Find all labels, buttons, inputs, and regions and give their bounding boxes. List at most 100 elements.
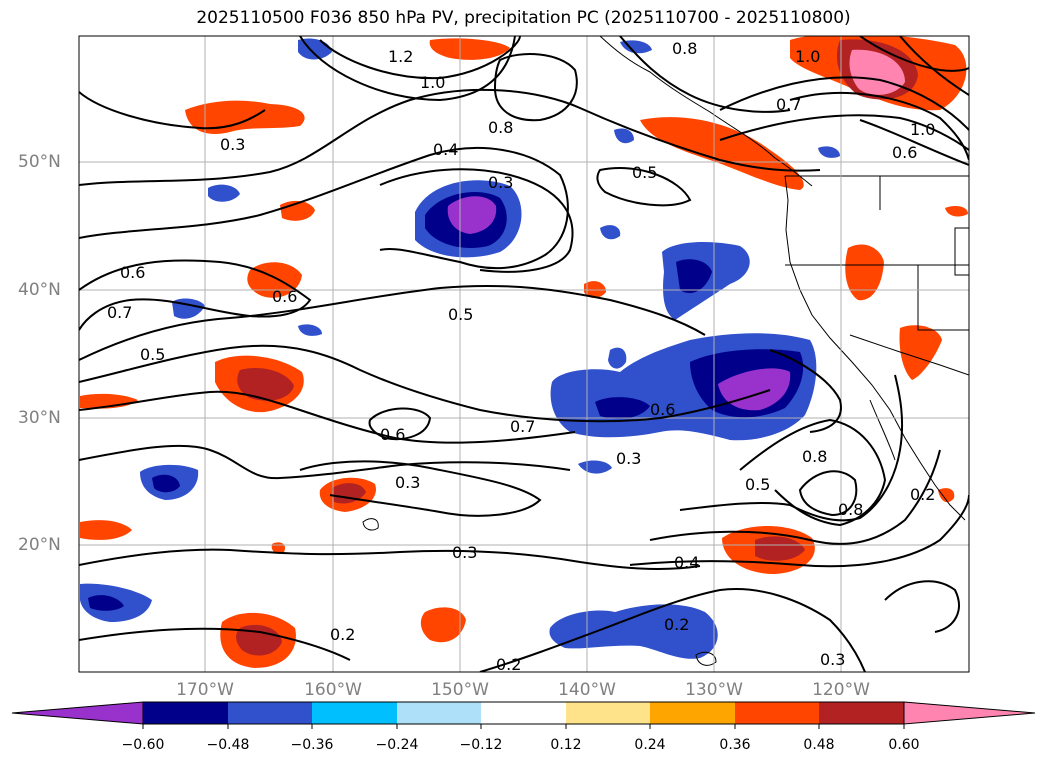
contour-label: 0.2 bbox=[910, 485, 935, 504]
contour-label: 0.5 bbox=[745, 475, 770, 494]
contour-label: 0.6 bbox=[272, 287, 297, 306]
precip-area bbox=[88, 595, 124, 611]
pv-contour bbox=[319, 36, 521, 80]
pv-contour bbox=[859, 36, 969, 72]
precip-area bbox=[676, 259, 712, 294]
pv-contour bbox=[79, 444, 571, 480]
precip-area bbox=[899, 325, 942, 380]
pv-contour bbox=[719, 114, 969, 151]
pv-contour bbox=[79, 91, 266, 130]
border-line bbox=[917, 265, 969, 331]
precip-area bbox=[80, 520, 132, 540]
pv-contour bbox=[739, 418, 887, 527]
pv-contour bbox=[769, 349, 842, 433]
contour-label: 0.6 bbox=[380, 425, 405, 444]
precip-area bbox=[429, 38, 510, 60]
contour-label: 0.4 bbox=[433, 140, 458, 159]
pv-contour bbox=[798, 470, 858, 517]
pv-contour bbox=[596, 167, 692, 207]
colorbar bbox=[11, 701, 1036, 729]
contour-label: 0.3 bbox=[616, 449, 641, 468]
colorbar-frame bbox=[142, 701, 905, 725]
precip-area bbox=[620, 40, 652, 54]
contour-label: 1.0 bbox=[910, 120, 935, 139]
lon-label: 170°W bbox=[176, 680, 234, 700]
colorbar-tick-label: −0.48 bbox=[206, 737, 250, 753]
contour-label: 0.6 bbox=[650, 400, 675, 419]
precip-area bbox=[614, 128, 634, 144]
pv-contour bbox=[679, 374, 904, 522]
contour-labels: 0.3 0.4 0.5 0.6 0.7 0.8 1.0 1.2 0.2 0.3 … bbox=[107, 39, 935, 674]
pv-contour bbox=[719, 76, 969, 131]
contour-label: 0.7 bbox=[776, 95, 801, 114]
contour-label: 0.3 bbox=[220, 135, 245, 154]
lat-label: 30°N bbox=[18, 408, 61, 428]
contour-label: 0.5 bbox=[140, 345, 165, 364]
pv-contour bbox=[79, 548, 701, 570]
coastline bbox=[599, 36, 813, 187]
contour-label: 0.2 bbox=[330, 625, 355, 644]
pv-contour bbox=[299, 36, 516, 102]
precip-area bbox=[152, 474, 180, 493]
pv-contour bbox=[789, 91, 969, 161]
contour-label: 1.0 bbox=[795, 47, 820, 66]
contour-label: 0.3 bbox=[395, 473, 420, 492]
colorbar-extend-high bbox=[903, 701, 1036, 725]
pv-contour bbox=[479, 588, 866, 672]
island bbox=[695, 651, 717, 666]
lon-label: 140°W bbox=[558, 680, 616, 700]
contour-label: 0.2 bbox=[664, 615, 689, 634]
contour-label: 0.3 bbox=[488, 173, 513, 192]
contour-label: 0.8 bbox=[672, 39, 697, 58]
pv-contour bbox=[619, 36, 791, 113]
precip-area bbox=[185, 100, 305, 134]
colorbar-tick-label: −0.12 bbox=[459, 737, 503, 753]
pv-contour bbox=[79, 146, 569, 270]
pv-contour bbox=[649, 449, 941, 545]
pv-contour bbox=[79, 390, 576, 444]
colorbar-tick-label: −0.60 bbox=[121, 737, 165, 753]
lat-label: 20°N bbox=[18, 535, 61, 555]
colorbar-segment bbox=[650, 702, 735, 724]
colorbar-extend-low bbox=[11, 701, 144, 725]
precip-area bbox=[755, 536, 805, 561]
colorbar-segment bbox=[143, 702, 228, 724]
precip-area bbox=[420, 607, 466, 643]
pv-contour bbox=[79, 88, 821, 186]
contour-label: 0.3 bbox=[820, 650, 845, 669]
colorbar-tick-label: 0.48 bbox=[803, 737, 835, 753]
colorbar-tick-label: −0.36 bbox=[290, 737, 334, 753]
lon-label: 130°W bbox=[685, 680, 743, 700]
colorbar-tick-label: 0.12 bbox=[550, 737, 582, 753]
colorbar-tick-label: 0.24 bbox=[634, 737, 666, 753]
precip-area bbox=[236, 624, 282, 656]
contour-label: 0.6 bbox=[120, 263, 145, 282]
contour-label: 0.4 bbox=[674, 553, 699, 572]
pv-contour bbox=[368, 407, 432, 440]
lon-label: 150°W bbox=[431, 680, 489, 700]
lon-label: 160°W bbox=[304, 680, 362, 700]
pv-contour bbox=[629, 494, 969, 568]
colorbar-tick-label: 0.60 bbox=[888, 737, 920, 753]
colorbar-segment bbox=[228, 702, 312, 724]
pv-contours bbox=[79, 36, 969, 672]
precip-area bbox=[549, 604, 718, 659]
contour-label: 0.7 bbox=[510, 417, 535, 436]
lat-label: 50°N bbox=[18, 152, 61, 172]
precip-area bbox=[600, 225, 621, 240]
precip-area bbox=[595, 397, 650, 419]
contour-label: 0.2 bbox=[496, 655, 521, 674]
colorbar-segment bbox=[397, 702, 481, 724]
contour-label: 0.5 bbox=[448, 305, 473, 324]
precip-positive-areas bbox=[80, 36, 968, 668]
colorbar-segment bbox=[481, 702, 566, 724]
island bbox=[362, 518, 379, 531]
precip-area bbox=[945, 206, 968, 217]
colorbar-segment bbox=[819, 702, 904, 724]
map-frame bbox=[78, 35, 970, 673]
contour-label: 0.5 bbox=[632, 163, 657, 182]
precip-area bbox=[938, 488, 955, 503]
pv-contour bbox=[299, 460, 542, 517]
colorbar-tick-label: 0.36 bbox=[719, 737, 751, 753]
contour-label: 0.8 bbox=[802, 447, 827, 466]
